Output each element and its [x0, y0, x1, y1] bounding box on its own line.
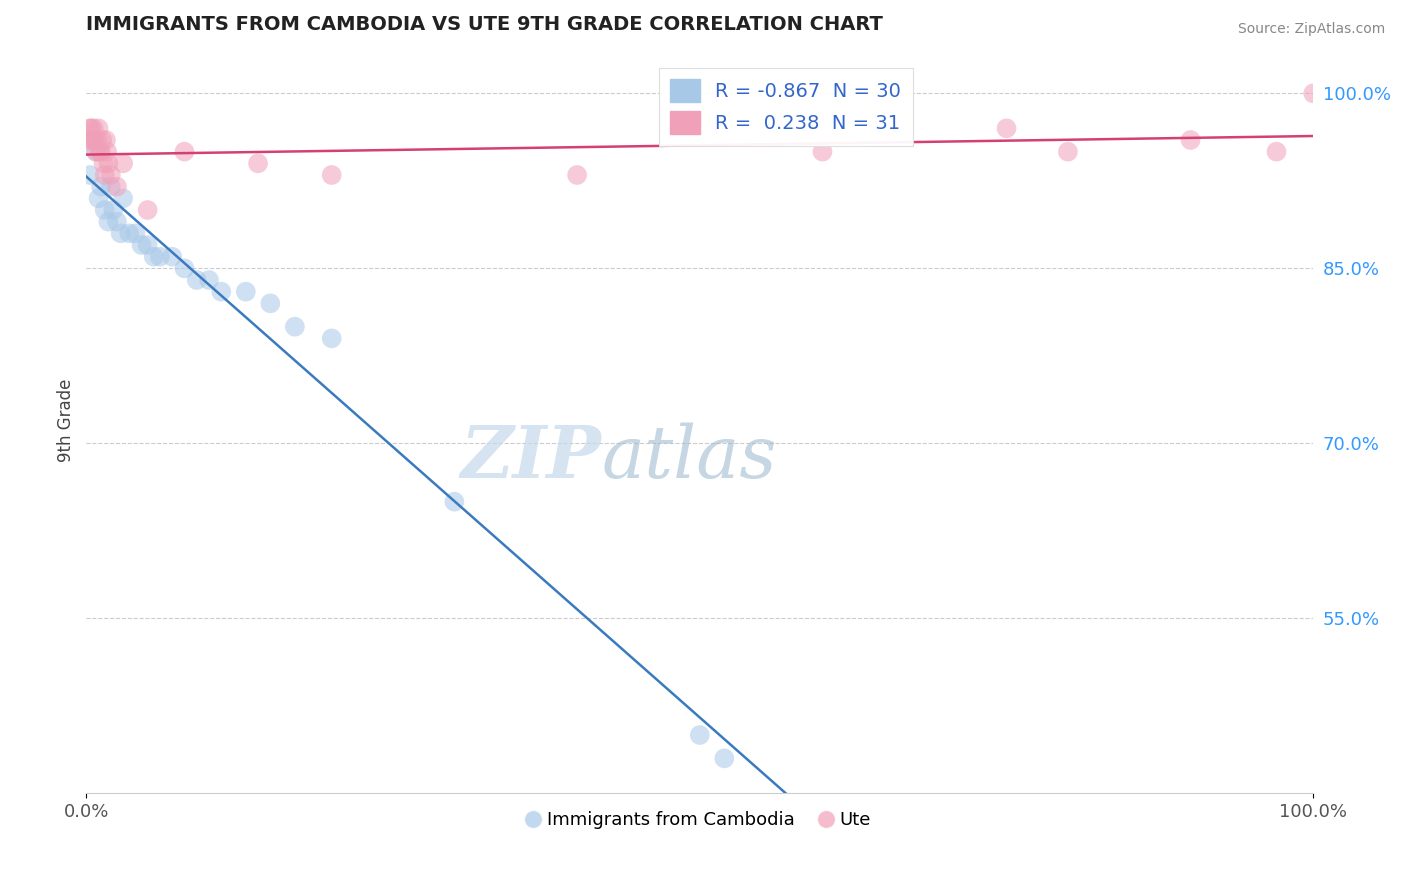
- Point: [565, 168, 588, 182]
- Point: [87, 121, 110, 136]
- Point: [84, 145, 107, 159]
- Point: [186, 273, 208, 287]
- Point: [79, 168, 101, 182]
- Point: [136, 202, 159, 217]
- Point: [103, 202, 125, 217]
- Point: [83, 121, 105, 136]
- Point: [142, 250, 165, 264]
- Point: [89, 145, 111, 159]
- Text: atlas: atlas: [602, 422, 778, 492]
- Point: [86, 133, 108, 147]
- Point: [284, 319, 307, 334]
- Point: [1180, 133, 1202, 147]
- Point: [105, 179, 128, 194]
- Point: [995, 121, 1018, 136]
- Point: [247, 156, 270, 170]
- Point: [83, 133, 105, 147]
- Point: [82, 133, 104, 147]
- Text: IMMIGRANTS FROM CAMBODIA VS UTE 9TH GRADE CORRELATION CHART: IMMIGRANTS FROM CAMBODIA VS UTE 9TH GRAD…: [86, 15, 883, 34]
- Y-axis label: 9th Grade: 9th Grade: [58, 378, 75, 462]
- Point: [689, 728, 711, 742]
- Point: [160, 250, 183, 264]
- Point: [97, 215, 120, 229]
- Point: [93, 156, 115, 170]
- Point: [110, 227, 132, 241]
- Point: [198, 273, 221, 287]
- Point: [713, 751, 735, 765]
- Point: [136, 238, 159, 252]
- Point: [173, 261, 195, 276]
- Text: Source: ZipAtlas.com: Source: ZipAtlas.com: [1237, 22, 1385, 37]
- Point: [118, 227, 141, 241]
- Point: [84, 145, 107, 159]
- Point: [131, 238, 153, 252]
- Point: [209, 285, 232, 299]
- Point: [235, 285, 257, 299]
- Point: [80, 121, 103, 136]
- Point: [173, 145, 195, 159]
- Point: [96, 145, 118, 159]
- Point: [112, 156, 135, 170]
- Point: [79, 121, 101, 136]
- Point: [112, 191, 135, 205]
- Point: [1265, 145, 1288, 159]
- Point: [97, 156, 120, 170]
- Point: [93, 202, 115, 217]
- Point: [90, 179, 112, 194]
- Point: [1302, 87, 1324, 101]
- Point: [149, 250, 172, 264]
- Point: [321, 168, 343, 182]
- Point: [321, 331, 343, 345]
- Point: [259, 296, 281, 310]
- Point: [100, 168, 122, 182]
- Point: [100, 179, 122, 194]
- Point: [1057, 145, 1080, 159]
- Point: [82, 133, 104, 147]
- Point: [443, 494, 465, 508]
- Point: [90, 145, 112, 159]
- Point: [77, 133, 100, 147]
- Point: [94, 133, 117, 147]
- Text: ZIP: ZIP: [461, 422, 602, 493]
- Point: [87, 191, 110, 205]
- Point: [124, 227, 146, 241]
- Point: [811, 145, 834, 159]
- Point: [105, 215, 128, 229]
- Point: [91, 133, 114, 147]
- Legend: Immigrants from Cambodia, Ute: Immigrants from Cambodia, Ute: [522, 805, 879, 837]
- Point: [93, 168, 115, 182]
